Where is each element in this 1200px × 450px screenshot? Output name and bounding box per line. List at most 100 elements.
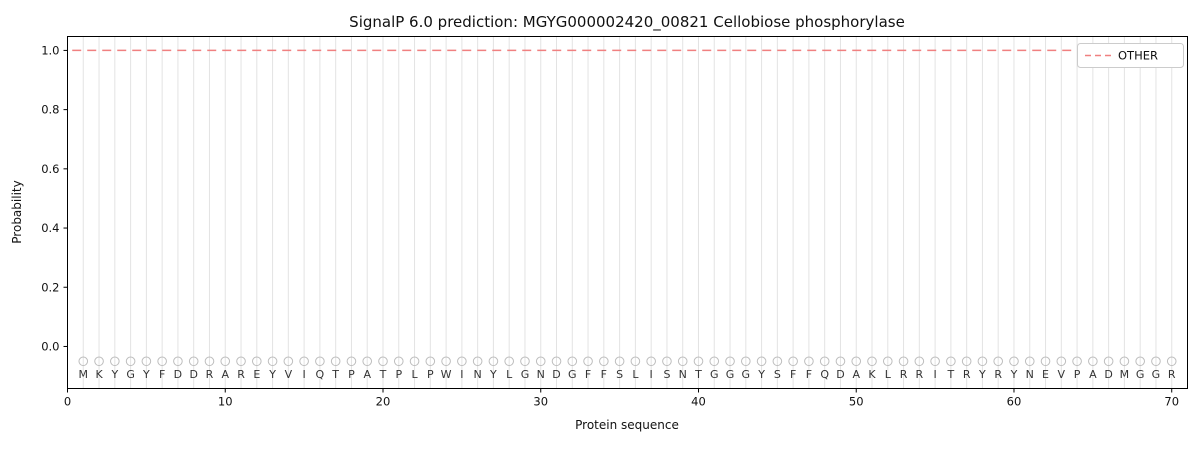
residue-letter: N (679, 368, 687, 381)
residue-letter: P (395, 368, 402, 381)
residue-letter: G (1152, 368, 1161, 381)
residue-marker (110, 356, 120, 367)
x-tick-label: 50 (849, 395, 864, 409)
y-tick-label: 0.4 (41, 221, 59, 235)
residue-marker (425, 356, 436, 367)
residue-letter: P (1074, 368, 1081, 381)
residue-marker (882, 356, 893, 367)
residue-letter: Q (316, 368, 325, 381)
residue-letter: S (616, 368, 623, 381)
residue-letter: G (126, 368, 135, 381)
residue-letter: Y (489, 368, 497, 381)
x-tick-label: 20 (376, 395, 391, 409)
residue-letter: A (221, 368, 229, 381)
residue-letter: F (790, 368, 796, 381)
residue-letter: R (1168, 368, 1176, 381)
legend-box (1077, 43, 1184, 68)
residue-marker (441, 356, 451, 367)
x-tick-label: 0 (64, 395, 71, 409)
residue-letter: V (1058, 368, 1066, 381)
residue-marker (788, 356, 798, 367)
residue-marker (930, 356, 940, 367)
residue-marker (646, 356, 656, 367)
residue-letter: G (710, 368, 719, 381)
residue-marker (677, 356, 688, 367)
residue-letter: R (900, 368, 908, 381)
residue-letter: M (79, 368, 89, 381)
y-tick-label: 0.2 (41, 280, 59, 294)
residue-marker (488, 356, 499, 367)
residue-letter: N (537, 368, 545, 381)
residue-marker (188, 356, 199, 367)
residue-letter: A (1089, 368, 1097, 381)
residue-letter: Y (110, 368, 118, 381)
residue-marker (1040, 356, 1051, 367)
residue-marker (504, 356, 514, 367)
residue-letter: G (521, 368, 530, 381)
residue-letter: I (933, 368, 936, 381)
residue-letter: Y (142, 368, 150, 381)
residue-marker (977, 356, 988, 367)
residue-marker (1103, 356, 1114, 367)
residue-letter: S (774, 368, 781, 381)
residue-letter: D (189, 368, 197, 381)
residue-marker (204, 356, 215, 367)
residue-marker (914, 356, 925, 367)
residue-letter: G (742, 368, 751, 381)
residue-marker (283, 356, 294, 367)
residue-letter: M (1120, 368, 1130, 381)
residue-letter: L (885, 368, 892, 381)
residue-marker (299, 356, 309, 367)
residue-marker (1088, 356, 1098, 367)
residue-marker (599, 356, 609, 367)
residue-marker (220, 356, 231, 367)
x-axis-label: Protein sequence (575, 418, 679, 432)
residue-letter: L (411, 368, 418, 381)
residue-letter: T (379, 368, 387, 381)
residue-letter: F (159, 368, 165, 381)
residue-marker (330, 356, 341, 367)
residue-marker (1024, 356, 1035, 367)
y-tick-label: 0.0 (41, 339, 59, 353)
residue-letter: N (474, 368, 482, 381)
residue-marker (961, 356, 972, 367)
residue-marker (567, 356, 578, 367)
x-tick-label: 70 (1164, 395, 1179, 409)
residue-letter: Q (820, 368, 829, 381)
residue-letter: E (1042, 368, 1049, 381)
residue-letter: G (568, 368, 577, 381)
residue-letter: R (237, 368, 245, 381)
residue-letter: Y (268, 368, 276, 381)
residue-marker (741, 356, 751, 367)
residue-marker (867, 356, 877, 367)
residue-marker (583, 356, 593, 367)
residue-marker (236, 356, 246, 367)
residue-letter: W (441, 368, 452, 381)
residue-marker (630, 356, 641, 367)
residue-letter: I (650, 368, 653, 381)
residue-letter: A (852, 368, 860, 381)
x-tick-label: 10 (218, 395, 233, 409)
residue-letter: I (460, 368, 463, 381)
residue-marker (662, 356, 672, 367)
residue-marker (251, 356, 262, 367)
residue-marker (94, 356, 104, 367)
residue-marker (472, 356, 483, 367)
residue-marker (851, 356, 862, 367)
residue-marker (173, 356, 183, 367)
residue-letter: L (506, 368, 513, 381)
residue-letter: R (206, 368, 214, 381)
residue-letter: S (663, 368, 670, 381)
residue-letter: F (806, 368, 812, 381)
residue-marker (409, 356, 420, 367)
y-tick-label: 1.0 (41, 43, 59, 57)
residue-marker (457, 356, 467, 367)
residue-marker (551, 356, 562, 367)
residue-marker (1056, 356, 1067, 367)
residue-letter: A (363, 368, 371, 381)
residue-letter: P (348, 368, 355, 381)
residue-marker (709, 356, 720, 367)
residue-letter: F (601, 368, 607, 381)
legend-label: OTHER (1118, 49, 1158, 63)
